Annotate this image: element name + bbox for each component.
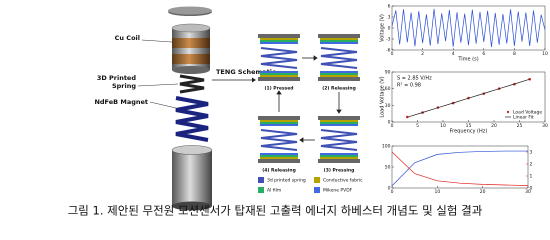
y-tick-label: 0 [388, 26, 391, 32]
step-label: (3) Pressing [324, 168, 355, 174]
legend-swatch [258, 177, 264, 183]
y-tick-label: -6 [386, 48, 391, 54]
x-tick-label: 30 [525, 189, 531, 195]
y-tick-label: 50 [385, 165, 391, 171]
x-tick-label: 0 [391, 123, 394, 129]
x-tick-label: 2 [421, 51, 424, 57]
legend-label: Linear Fit [513, 115, 534, 121]
y-tick-label: 0 [388, 120, 391, 126]
step-label: (1) Pressed [264, 86, 293, 92]
legend-swatch [314, 177, 320, 183]
x-tick-label: 10 [542, 51, 548, 57]
y-tick-label: 60 [385, 86, 391, 92]
x-tick-label: 10 [440, 123, 446, 129]
device-illustration [137, 6, 213, 211]
arrow-head [252, 77, 256, 83]
x-tick-label: 20 [491, 123, 497, 129]
legend-marker [506, 110, 510, 114]
x-tick-label: 5 [416, 123, 419, 129]
label-schematic: TENG Schematic [216, 68, 276, 76]
data-line [391, 151, 529, 186]
y-axis-label: Voltage (V) [380, 14, 386, 42]
label-spring: 3D Printed [97, 74, 137, 82]
x-tick-label: 8 [513, 51, 516, 57]
x-tick-label: 10 [434, 189, 440, 195]
diagram-legend: 3d printed spring Conductive fabric Al fil… [258, 177, 363, 194]
label-cu-coil: Cu Coil [115, 34, 140, 42]
legend-label: 3d printed spring [267, 178, 306, 184]
y2-tick-label: 3 [530, 150, 533, 156]
step-label: (4) Releasing [262, 168, 296, 174]
x-tick-label: 25 [517, 123, 523, 129]
y2-tick-label: 0 [530, 186, 533, 192]
x-tick-label: 30 [542, 123, 548, 129]
data-point [528, 77, 531, 81]
y-tick-label: 30 [385, 103, 391, 109]
cycle-arrows [276, 55, 342, 143]
y-tick-label: 0 [388, 186, 391, 192]
data-line [407, 78, 530, 118]
panel [257, 115, 301, 164]
x-axis-label: Frequency (Hz) [450, 129, 488, 135]
y2-tick-label: 1 [530, 174, 533, 180]
data-line [391, 8, 546, 48]
x-tick-label: 0 [391, 51, 394, 57]
x-tick-label: 6 [482, 51, 485, 57]
caption: 그림 1. 제안된 무전원 모션센서가 탑재된 고출력 에너지 하베스터 개념도… [68, 204, 483, 218]
legend-label: Mikene PVDF [323, 188, 353, 194]
y-tick-label: 6 [388, 4, 391, 10]
legend-label: Al film [267, 188, 281, 194]
y-axis-label: Load Voltage (V) [380, 76, 386, 117]
label-spring: Spring [112, 82, 136, 90]
label-magnet: NdFeB Magnet [94, 98, 148, 106]
legend-swatch [314, 187, 320, 193]
legend-label: Conductive fabric [323, 178, 363, 184]
annotation: R² = 0.98 [397, 83, 421, 89]
panel [317, 33, 361, 82]
y-tick-label: 3 [388, 15, 391, 21]
x-tick-label: 4 [452, 51, 455, 57]
x-tick-label: 20 [480, 189, 486, 195]
annotation: S = 2.85 V/Hz [397, 76, 432, 82]
legend-label: Load Voltage [513, 110, 542, 116]
step-label: (2) Releasing [322, 86, 356, 92]
y-tick-label: -3 [386, 37, 391, 43]
legend-swatch [258, 187, 264, 193]
y-tick-label: 100 [382, 144, 391, 150]
figure: Cu Coil 3D Printed Spring NdFeB Magnet T… [68, 4, 548, 218]
panel [317, 115, 361, 164]
data-line [391, 150, 528, 187]
x-tick-label: 15 [466, 123, 472, 129]
y-tick-label: 90 [385, 70, 391, 76]
y2-tick-label: 2 [530, 162, 533, 168]
x-tick-label: 0 [391, 189, 394, 195]
x-axis-label: Time (s) [457, 57, 478, 63]
panel [257, 33, 301, 82]
